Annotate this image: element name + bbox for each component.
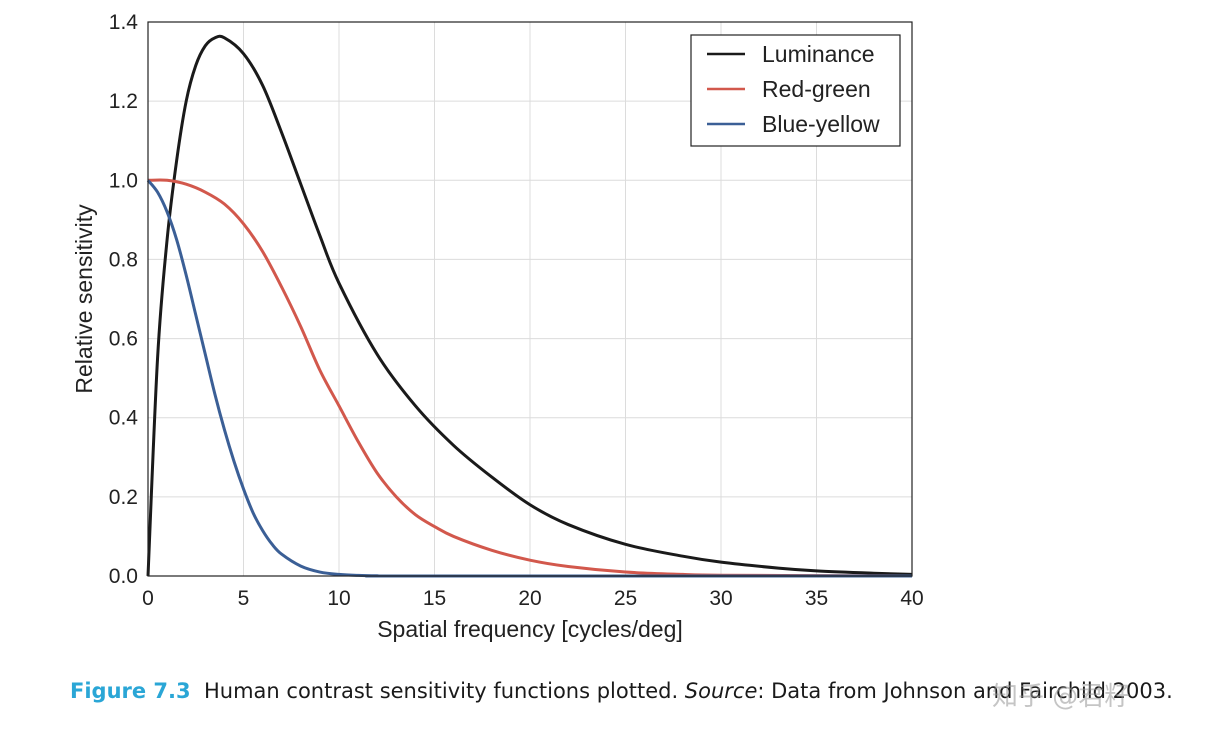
series-line-red-green: [147, 178, 913, 578]
y-tick-label: 0.0: [109, 565, 138, 588]
y-tick-label: 0.8: [109, 248, 138, 271]
x-tick-label: 5: [238, 587, 250, 610]
y-tick-label: 1.0: [109, 169, 138, 192]
legend-label-red-green: Red-green: [762, 76, 871, 102]
y-tick-label: 1.4: [109, 11, 139, 34]
caption-source-text: : Data from Johnson and Fairchild 2003.: [757, 679, 1173, 703]
legend: Luminance Red-green Blue-yellow: [690, 34, 901, 147]
plot-frame: [147, 21, 913, 577]
series-line-luminance: [146, 34, 913, 577]
figure-number: Figure 7.3: [70, 679, 191, 703]
figure-caption: Figure 7.3 Human contrast sensitivity fu…: [70, 676, 1190, 706]
x-tick-label: 35: [805, 587, 828, 610]
y-tick-label: 1.2: [109, 90, 138, 113]
y-axis-label: Relative sensitivity: [71, 204, 97, 394]
x-tick-label: 20: [518, 587, 541, 610]
x-tick-label: 30: [709, 587, 732, 610]
y-tick-label: 0.6: [109, 328, 138, 351]
x-tick-label: 40: [900, 587, 923, 610]
y-tick-label: 0.2: [109, 486, 138, 509]
legend-label-luminance: Luminance: [762, 41, 875, 67]
x-axis-label: Spatial frequency [cycles/deg]: [377, 616, 683, 642]
tick-labels: 0 5 10 15 20 25 30 35 40 0.0 0.2 0.4 0.6 0.8 1.0 1.2 1.4: [109, 11, 924, 610]
x-tick-label: 25: [614, 587, 637, 610]
y-tick-label: 0.4: [109, 407, 139, 430]
contrast-sensitivity-chart: 0 5 10 15 20 25 30 35 40 0.0 0.2 0.4 0.6 0.8 1.0 1.2 1.4…: [71, 11, 924, 642]
caption-text: Human contrast sensitivity functions plo…: [204, 679, 685, 703]
caption-source-label: Source: [684, 679, 758, 703]
x-tick-label: 15: [423, 587, 446, 610]
x-tick-label: 10: [327, 587, 350, 610]
legend-label-blue-yellow: Blue-yellow: [762, 111, 880, 137]
x-tick-label: 0: [142, 587, 154, 610]
